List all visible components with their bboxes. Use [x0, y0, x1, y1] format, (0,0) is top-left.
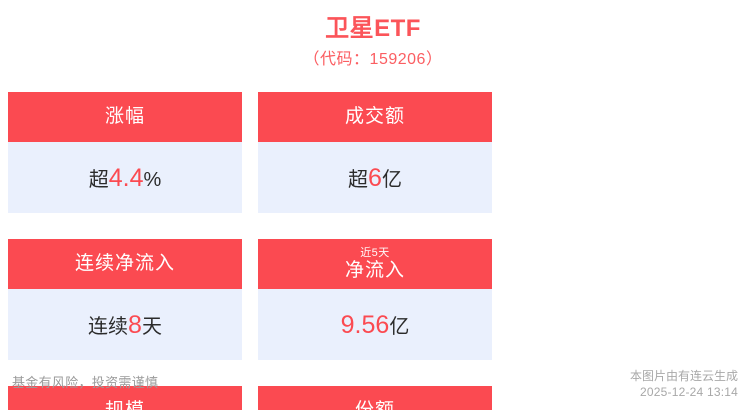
- metric-header-label: 成交额: [344, 106, 405, 127]
- metric-value-part: %: [143, 168, 162, 191]
- metric-card: 近5天 净流入 9.56 亿: [258, 239, 492, 360]
- metric-value-part: 4.4: [108, 163, 144, 192]
- metric-card: 成交额超 6 亿: [258, 92, 492, 213]
- metric-card: 连续净流入连续 8 天: [8, 239, 242, 360]
- metric-card: 规模创成立以来新高: [8, 386, 242, 410]
- metric-value-part: 亿: [381, 168, 402, 191]
- metric-value: 超 4.4%: [89, 163, 162, 193]
- metric-value-part: 9.56: [340, 310, 390, 339]
- metric-value: 连续 8 天: [88, 310, 162, 340]
- metric-header-label: 规模: [105, 399, 145, 410]
- metric-card-header: 成交额: [258, 92, 492, 142]
- metric-value-part: 天: [141, 315, 162, 338]
- metric-card: 涨幅超 4.4%: [8, 92, 242, 213]
- metric-card-header: 连续净流入: [8, 239, 242, 289]
- credit-source: 本图片由有连云生成: [629, 369, 738, 383]
- metric-header-label: 净流入: [344, 259, 405, 281]
- metric-value-part: 超: [348, 168, 369, 191]
- metric-value-part: 6: [368, 163, 382, 192]
- metric-value: 9.56 亿: [341, 310, 410, 340]
- metric-card: 份额创成立以来新高: [258, 386, 492, 410]
- metric-card-header: 规模: [8, 386, 242, 410]
- metric-header-subtitle: 近5天: [360, 246, 390, 259]
- metric-card-grid: 涨幅超4.4%成交额超6亿连续净流入连续8天近5天净流入9.56亿规模创成立以来…: [8, 92, 738, 410]
- metric-card-body: 连续 8 天: [8, 289, 242, 360]
- fund-code-subtitle: （代码：159206）: [303, 51, 443, 68]
- metric-header-label: 份额: [355, 399, 395, 410]
- page-footer: 基金有风险，投资需谨慎 本图片由有连云生成 2025-12-24 13:14: [0, 366, 746, 410]
- metric-card-header: 近5天 净流入: [258, 239, 492, 289]
- risk-disclaimer: 基金有风险，投资需谨慎: [12, 375, 159, 390]
- metric-value-part: 超: [88, 168, 109, 191]
- credit-timestamp: 2025-12-24 13:14: [640, 385, 738, 399]
- page-title: 卫星ETF: [325, 15, 421, 42]
- metric-card-header: 涨幅: [8, 92, 242, 142]
- page-header: 卫星ETF （代码：159206）: [0, 14, 746, 72]
- metric-header-label: 涨幅: [104, 106, 145, 127]
- metric-value-part: 亿: [389, 315, 410, 338]
- metric-value-part: 8: [128, 310, 142, 339]
- metric-value-part: 连续: [88, 315, 129, 338]
- metric-card-body: 9.56 亿: [258, 289, 492, 360]
- metric-card-body: 超 4.4%: [8, 142, 242, 213]
- credit-block: 本图片由有连云生成 2025-12-24 13:14: [630, 368, 738, 400]
- metric-header-label: 连续净流入: [74, 253, 175, 274]
- metric-card-header: 份额: [258, 386, 492, 410]
